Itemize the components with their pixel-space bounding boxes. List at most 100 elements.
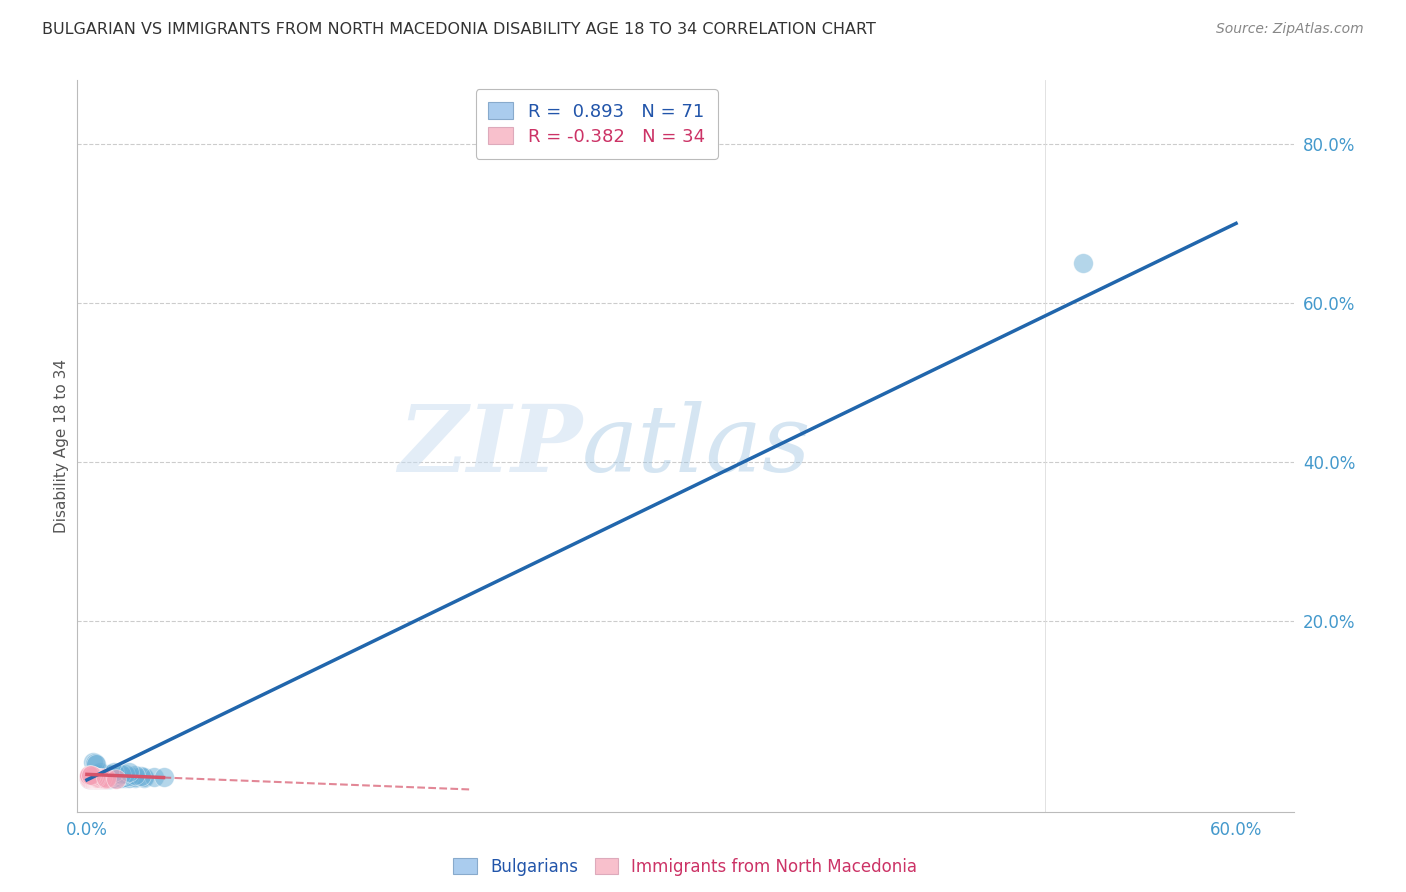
Point xyxy=(87,772,110,786)
Point xyxy=(114,772,136,786)
Point xyxy=(89,764,111,779)
Point xyxy=(82,756,104,770)
Point xyxy=(80,772,103,786)
Point xyxy=(98,766,121,780)
Point xyxy=(87,771,110,785)
Point xyxy=(82,770,104,784)
Point xyxy=(83,768,105,782)
Point xyxy=(80,768,103,782)
Point xyxy=(114,767,136,781)
Point xyxy=(1071,256,1094,270)
Point xyxy=(98,771,121,785)
Point xyxy=(82,772,104,786)
Point xyxy=(91,772,114,786)
Text: ZIP: ZIP xyxy=(398,401,582,491)
Point xyxy=(129,769,152,783)
Point xyxy=(82,769,104,783)
Point xyxy=(80,770,103,784)
Point xyxy=(98,768,121,782)
Point xyxy=(93,769,115,783)
Point xyxy=(107,772,129,786)
Point xyxy=(114,770,136,784)
Point xyxy=(82,772,104,786)
Point xyxy=(86,772,108,786)
Point xyxy=(87,772,110,786)
Point xyxy=(87,772,110,786)
Point xyxy=(87,769,110,783)
Point xyxy=(134,772,156,786)
Point xyxy=(82,772,104,786)
Point xyxy=(94,772,117,786)
Point xyxy=(83,771,105,785)
Point xyxy=(91,772,114,786)
Point xyxy=(104,772,127,786)
Point xyxy=(77,769,100,783)
Point xyxy=(89,772,111,786)
Point xyxy=(86,772,108,786)
Point xyxy=(94,772,117,786)
Point xyxy=(82,770,104,784)
Point xyxy=(80,772,103,786)
Point xyxy=(87,766,110,780)
Point xyxy=(101,772,124,786)
Point xyxy=(110,771,132,785)
Point xyxy=(87,772,110,786)
Point xyxy=(77,772,100,786)
Legend: Bulgarians, Immigrants from North Macedonia: Bulgarians, Immigrants from North Macedo… xyxy=(446,849,925,884)
Text: BULGARIAN VS IMMIGRANTS FROM NORTH MACEDONIA DISABILITY AGE 18 TO 34 CORRELATION: BULGARIAN VS IMMIGRANTS FROM NORTH MACED… xyxy=(42,22,876,37)
Point xyxy=(77,772,100,786)
Point xyxy=(86,772,108,786)
Point xyxy=(93,772,115,786)
Point xyxy=(80,771,103,785)
Point xyxy=(101,769,124,783)
Point xyxy=(142,770,165,784)
Point xyxy=(124,770,146,784)
Point xyxy=(77,771,100,785)
Point xyxy=(77,772,100,786)
Point xyxy=(104,772,127,786)
Point xyxy=(110,766,132,780)
Point xyxy=(89,772,111,786)
Point xyxy=(134,770,156,784)
Point xyxy=(118,771,141,785)
Point xyxy=(118,764,141,779)
Point xyxy=(86,772,108,786)
Point xyxy=(82,771,104,785)
Point xyxy=(83,772,105,786)
Point xyxy=(80,771,103,785)
Point xyxy=(94,772,117,786)
Point xyxy=(86,771,108,785)
Point xyxy=(93,772,115,786)
Point xyxy=(104,767,127,781)
Point xyxy=(98,772,121,786)
Point xyxy=(91,768,114,782)
Point xyxy=(110,768,132,782)
Point xyxy=(91,772,114,786)
Point xyxy=(103,772,125,786)
Point xyxy=(86,757,108,772)
Point xyxy=(83,770,105,784)
Point xyxy=(107,770,129,784)
Point xyxy=(152,770,174,784)
Point xyxy=(86,767,108,781)
Point xyxy=(94,771,117,785)
Point xyxy=(89,772,111,786)
Point xyxy=(124,772,146,786)
Point xyxy=(124,768,146,782)
Point xyxy=(91,770,114,784)
Point xyxy=(83,771,105,785)
Point xyxy=(98,772,121,786)
Point xyxy=(77,770,100,784)
Point xyxy=(82,769,104,783)
Text: Source: ZipAtlas.com: Source: ZipAtlas.com xyxy=(1216,22,1364,37)
Point xyxy=(89,772,111,786)
Point xyxy=(80,769,103,783)
Point xyxy=(93,772,115,786)
Point xyxy=(94,772,117,786)
Point xyxy=(108,769,131,783)
Point xyxy=(86,770,108,784)
Point xyxy=(98,770,121,784)
Point xyxy=(82,772,104,786)
Point xyxy=(91,772,114,786)
Text: atlas: atlas xyxy=(582,401,811,491)
